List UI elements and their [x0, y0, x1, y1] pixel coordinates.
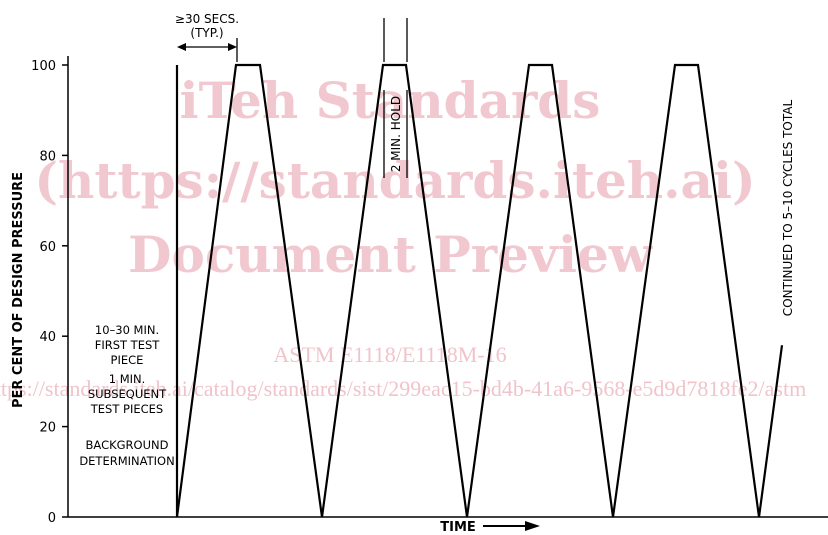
time-arrow-head: [525, 521, 540, 531]
first-test-note: 10–30 MIN. FIRST TEST PIECE 1 MIN. SUBSE…: [88, 323, 167, 416]
x-axis-label: TIME: [440, 520, 476, 535]
watermark-line-2: (https://standards.iteh.ai): [34, 151, 755, 210]
y-tick-label: 80: [39, 149, 56, 164]
note-line-4: 1 MIN.: [109, 372, 146, 386]
background-note: BACKGROUND DETERMINATION: [79, 438, 174, 468]
y-tick-label: 0: [48, 511, 56, 526]
background-line-1: BACKGROUND: [86, 438, 169, 452]
watermark-line-4: ASTM E1118/E1118M-16: [273, 342, 506, 367]
note-line-5: SUBSEQUENT: [88, 387, 167, 401]
background-line-2: DETERMINATION: [79, 454, 174, 468]
secs-label-top: ≥30 SECS.: [175, 12, 239, 26]
note-line-3: PIECE: [111, 353, 144, 367]
note-line-1: 10–30 MIN.: [95, 323, 159, 337]
y-tick-label: 100: [31, 59, 56, 74]
y-axis-label: PER CENT OF DESIGN PRESSURE: [11, 172, 26, 408]
y-ticks: 0 20 40 60 80 100: [31, 59, 68, 526]
note-line-2: FIRST TEST: [95, 338, 161, 352]
secs-arrow-left: [177, 43, 186, 51]
pressure-waveform: [175, 63, 784, 518]
continued-label: CONTINUED TO 5–10 CYCLES TOTAL: [781, 100, 795, 317]
watermark-line-3: Document Preview: [128, 225, 654, 284]
y-tick-label: 20: [39, 421, 56, 436]
note-line-6: TEST PIECES: [90, 402, 163, 416]
y-tick-label: 40: [39, 330, 56, 345]
watermark: iTeh Standards (https://standards.iteh.a…: [0, 71, 806, 401]
hold-label: 2 MIN. HOLD: [389, 96, 403, 172]
secs-arrow-right: [228, 43, 237, 51]
watermark-line-5: https://standards.iteh.ai/catalog/standa…: [0, 376, 806, 401]
watermark-line-1: iTeh Standards: [180, 71, 601, 130]
secs-label-bottom: (TYP.): [190, 26, 223, 40]
y-tick-label: 60: [39, 240, 56, 255]
